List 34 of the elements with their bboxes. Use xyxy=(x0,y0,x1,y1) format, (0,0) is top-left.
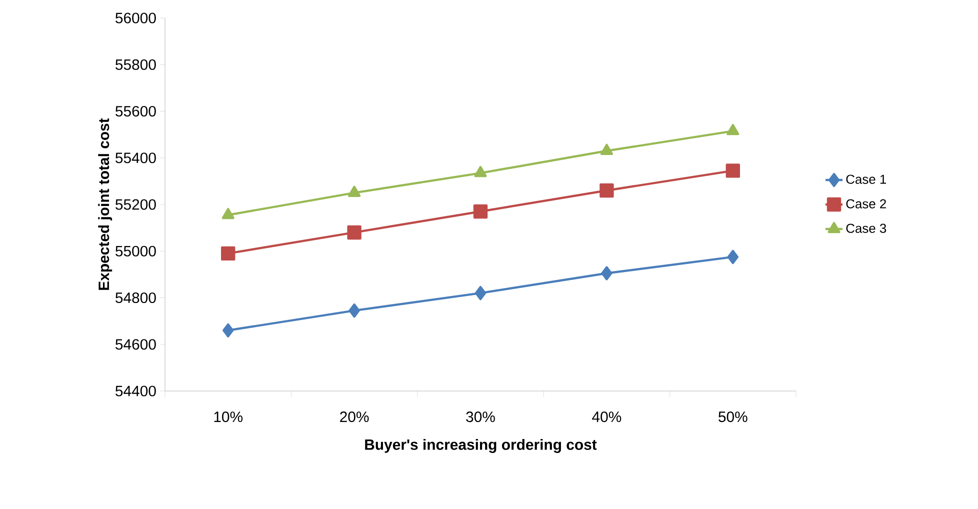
point xyxy=(221,246,236,261)
legend-label: Case 1 xyxy=(846,174,886,184)
y-tick-label: 54400 xyxy=(116,386,156,396)
y-tick-label: 55600 xyxy=(116,106,156,117)
point xyxy=(473,204,488,219)
y-tick-label: 56000 xyxy=(116,12,156,24)
y-tick-label: 55400 xyxy=(116,152,156,164)
point xyxy=(600,183,614,198)
point xyxy=(348,186,361,197)
point xyxy=(347,225,362,240)
legend-label: Case 2 xyxy=(846,199,886,208)
x-tick-label: 50% xyxy=(718,412,748,422)
point xyxy=(474,286,486,300)
x-tick-label: 30% xyxy=(466,412,495,422)
y-tick-label: 55800 xyxy=(116,59,156,70)
point xyxy=(601,266,612,280)
x-tick-label: 10% xyxy=(214,412,243,422)
point xyxy=(474,166,487,178)
point xyxy=(600,144,613,155)
y-axis-title: Expected joint total cost xyxy=(98,118,112,290)
point xyxy=(222,208,234,220)
point xyxy=(222,323,234,338)
x-tick-label: 20% xyxy=(340,412,369,422)
x-axis-title: Buyer's increasing ordering cost xyxy=(365,438,597,453)
point xyxy=(348,303,360,318)
point xyxy=(726,164,740,178)
y-tick-label: 54800 xyxy=(116,292,156,304)
point xyxy=(727,250,738,264)
x-tick-label: 40% xyxy=(592,412,622,422)
y-tick-label: 55000 xyxy=(116,246,156,256)
legend-label: Case 3 xyxy=(846,224,886,233)
y-tick-label: 55200 xyxy=(116,199,156,210)
point xyxy=(726,124,740,136)
y-tick-label: 54600 xyxy=(116,339,156,350)
